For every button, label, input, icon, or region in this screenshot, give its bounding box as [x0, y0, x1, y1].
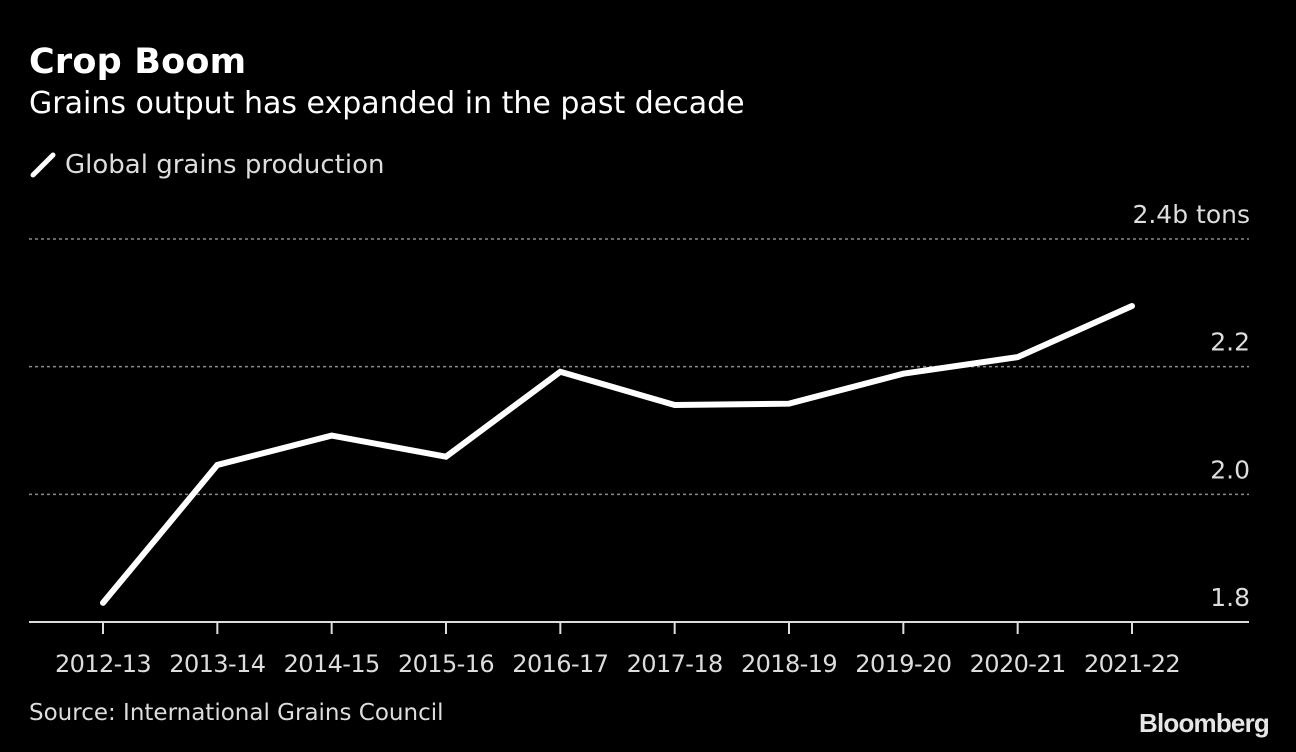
gridlines [29, 238, 1249, 496]
y-tick-label: 1.8 [1210, 583, 1250, 612]
x-tick-label: 2017-18 [627, 650, 723, 678]
source-note: Source: International Grains Council [29, 700, 444, 726]
chart-title: Crop Boom [29, 42, 247, 82]
y-tick-label: 2.2 [1210, 328, 1250, 357]
x-tick-label: 2014-15 [284, 650, 380, 678]
line-swatch-icon [30, 152, 56, 178]
bloomberg-logo: Bloomberg [1138, 708, 1270, 738]
series-group [100, 303, 1135, 606]
x-tick-label: 2012-13 [55, 650, 151, 678]
y-axis-labels: 1.8 2.0 2.2 2.4b tons [1132, 200, 1250, 612]
x-tick-label: 2013-14 [169, 650, 265, 678]
legend: Global grains production [29, 150, 384, 180]
y-tick-label: 2.4b tons [1132, 200, 1250, 229]
x-tick-label: 2019-20 [855, 650, 951, 678]
chart-subtitle: Grains output has expanded in the past d… [29, 86, 745, 121]
x-tick-label: 2018-19 [741, 650, 837, 678]
x-tick-label: 2015-16 [398, 650, 494, 678]
x-tick-label: 2020-21 [970, 650, 1066, 678]
x-tick-label: 2021-22 [1084, 650, 1180, 678]
series-line [100, 303, 1135, 606]
x-axis: 2012-13 2013-14 2014-15 2015-16 2016-17 2017-… [29, 621, 1249, 678]
legend-label: Global grains production [65, 150, 385, 180]
y-tick-label: 2.0 [1210, 455, 1250, 484]
x-tick-label: 2016-17 [512, 650, 608, 678]
